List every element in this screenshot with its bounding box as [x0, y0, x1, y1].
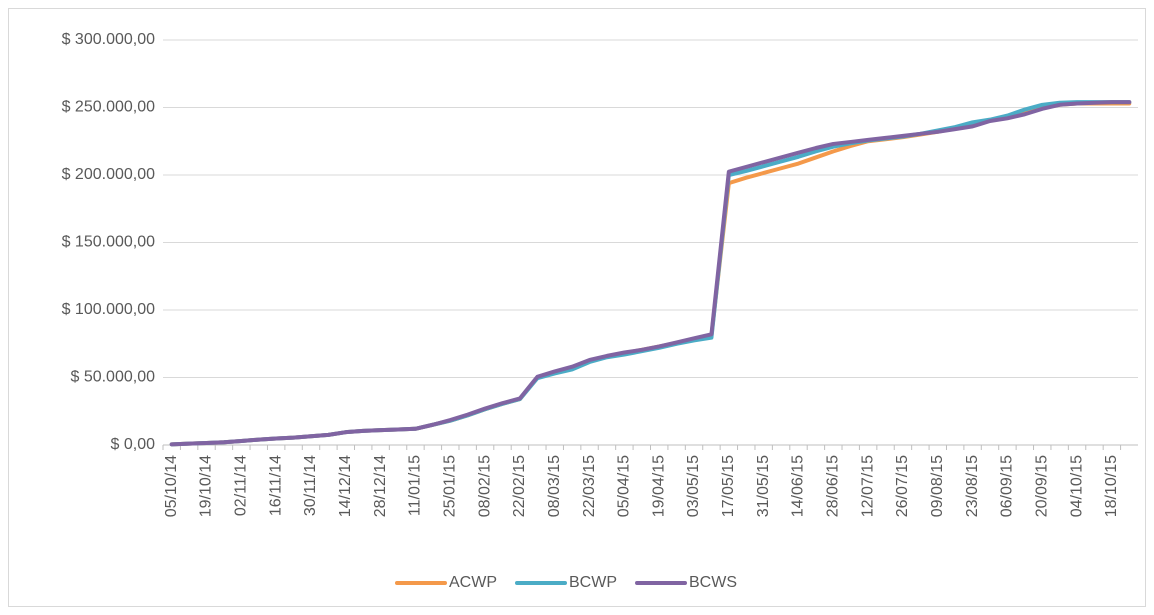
- x-tick-label: 03/05/15: [685, 455, 702, 517]
- chart-frame: [8, 8, 1146, 607]
- x-tick-label: 22/03/15: [581, 455, 598, 517]
- y-tick-label: $ 0,00: [111, 436, 156, 453]
- x-tick-label: 18/10/15: [1103, 455, 1120, 517]
- x-tick-label: 16/11/14: [267, 455, 284, 516]
- x-tick-label: 06/09/15: [999, 455, 1016, 517]
- x-tick-label: 28/06/15: [825, 455, 842, 517]
- x-tick-label: 12/07/15: [859, 455, 876, 517]
- y-tick-label: $ 200.000,00: [62, 166, 156, 183]
- x-tick-label: 14/12/14: [337, 455, 354, 517]
- x-tick-label: 20/09/15: [1033, 455, 1050, 517]
- y-tick-label: $ 250.000,00: [62, 99, 156, 116]
- x-tick-label: 25/01/15: [441, 455, 458, 517]
- y-tick-label: $ 300.000,00: [62, 31, 156, 48]
- legend-label: BCWS: [689, 574, 737, 591]
- x-tick-label: 08/03/15: [546, 455, 563, 517]
- x-tick-label: 23/08/15: [964, 455, 981, 517]
- x-tick-label: 19/10/14: [198, 455, 215, 517]
- x-tick-label: 26/07/15: [894, 455, 911, 517]
- x-tick-label: 28/12/14: [372, 455, 389, 517]
- y-tick-label: $ 100.000,00: [62, 301, 156, 318]
- x-tick-label: 14/06/15: [790, 455, 807, 517]
- x-tick-label: 19/04/15: [650, 455, 667, 517]
- x-tick-label: 30/11/14: [302, 455, 319, 516]
- x-tick-label: 04/10/15: [1068, 455, 1085, 517]
- x-tick-label: 02/11/14: [233, 455, 250, 516]
- x-tick-label: 31/05/15: [755, 455, 772, 517]
- x-tick-label: 17/05/15: [720, 455, 737, 517]
- legend-label: BCWP: [569, 574, 617, 591]
- x-tick-label: 22/02/15: [511, 455, 528, 517]
- legend-label: ACWP: [449, 574, 497, 591]
- x-tick-label: 05/10/14: [163, 455, 180, 517]
- y-tick-label: $ 150.000,00: [62, 234, 156, 251]
- series-line: [169, 100, 1132, 447]
- x-tick-label: 09/08/15: [929, 455, 946, 517]
- x-tick-label: 11/01/15: [407, 455, 424, 516]
- y-tick-label: $ 50.000,00: [70, 369, 155, 386]
- x-tick-label: 05/04/15: [616, 455, 633, 517]
- x-tick-label: 08/02/15: [476, 455, 493, 517]
